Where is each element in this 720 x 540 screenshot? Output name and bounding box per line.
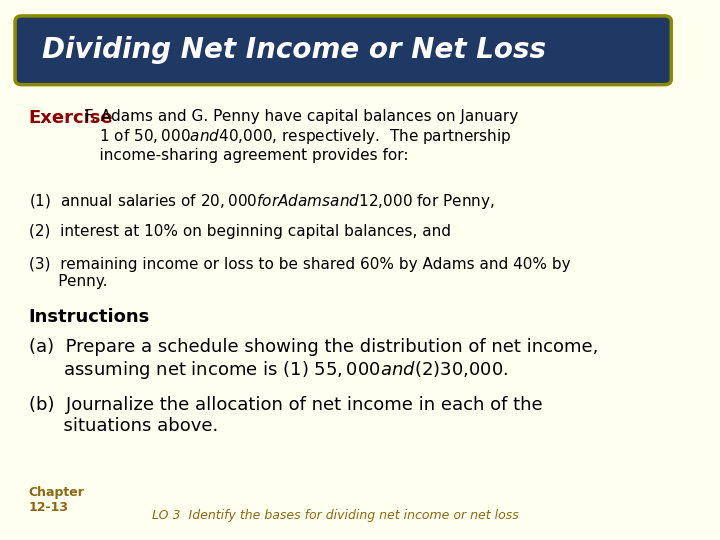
Text: (b)  Journalize the allocation of net income in each of the
      situations abo: (b) Journalize the allocation of net inc…	[29, 396, 542, 435]
Text: Chapter
12-13: Chapter 12-13	[29, 487, 85, 515]
Text: (a)  Prepare a schedule showing the distribution of net income,
      assuming n: (a) Prepare a schedule showing the distr…	[29, 338, 598, 381]
Text: LO 3  Identify the bases for dividing net income or net loss: LO 3 Identify the bases for dividing net…	[152, 510, 518, 523]
Text: (3)  remaining income or loss to be shared 60% by Adams and 40% by
      Penny.: (3) remaining income or loss to be share…	[29, 256, 570, 289]
Text: Exercise: Exercise	[29, 109, 113, 127]
Text: F. Adams and G. Penny have capital balances on January
    1 of $50,000 and $40,: F. Adams and G. Penny have capital balan…	[80, 109, 518, 163]
Text: (1)  annual salaries of $20,000 for Adams and $12,000 for Penny,: (1) annual salaries of $20,000 for Adams…	[29, 192, 495, 211]
FancyBboxPatch shape	[15, 16, 671, 85]
Text: Instructions: Instructions	[29, 308, 150, 326]
Text: (2)  interest at 10% on beginning capital balances, and: (2) interest at 10% on beginning capital…	[29, 224, 451, 239]
Text: Dividing Net Income or Net Loss: Dividing Net Income or Net Loss	[42, 36, 546, 64]
